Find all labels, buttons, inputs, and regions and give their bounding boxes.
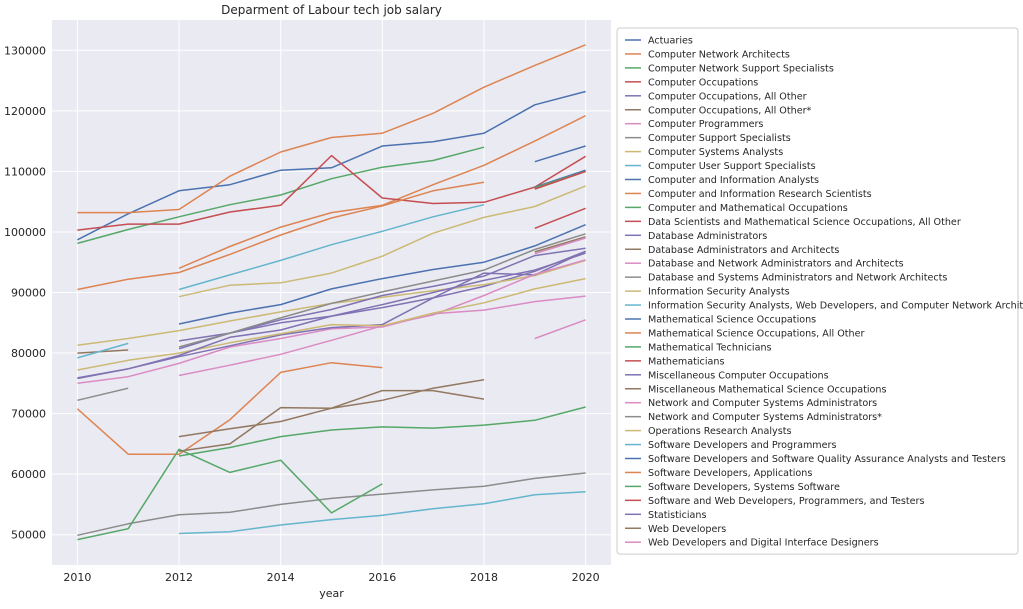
series-line (534, 236, 586, 253)
chart-title: Deparment of Labour tech job salary (221, 3, 442, 17)
series-line (77, 44, 586, 214)
axes: 50000 60000 70000 80000 90000 100000 110000 120… (4, 44, 600, 584)
y-tick-label: 80000 (11, 347, 46, 360)
gridlines (52, 20, 611, 565)
legend-entry: Computer Network Architects (648, 49, 790, 60)
series-line (77, 349, 129, 354)
legend-entry: Computer User Support Specialists (648, 161, 816, 172)
series-line (178, 185, 586, 298)
x-tick-label: 2018 (470, 571, 498, 584)
series-line (77, 342, 129, 359)
x-tick-label: 2014 (267, 571, 295, 584)
legend-entry: Software Developers, Systems Software (648, 482, 840, 493)
legend-entry: Computer and Information Research Scient… (648, 189, 872, 200)
series-line (77, 277, 586, 371)
legend-entry: Computer Occupations, All Other* (648, 105, 812, 116)
legend: Actuaries Computer Network Architects Comp… (616, 27, 1023, 555)
series-line (178, 250, 586, 342)
series-line (77, 448, 383, 541)
legend-entry: Computer Occupations, All Other (648, 91, 807, 102)
series-line (77, 146, 485, 245)
legend-entry: Software and Web Developers, Programmers… (648, 496, 924, 507)
x-axis-label: year (319, 587, 344, 600)
y-tick-label: 110000 (4, 165, 46, 178)
series-line (534, 319, 586, 340)
y-tick-label: 50000 (11, 529, 46, 542)
series-line (77, 472, 586, 537)
legend-entry: Computer Systems Analysts (648, 147, 783, 158)
series-line (77, 154, 586, 231)
legend-entry: Network and Computer Systems Administrat… (648, 412, 882, 423)
legend-entry: Web Developers and Digital Interface Des… (648, 538, 879, 549)
series-line (178, 389, 485, 452)
x-tick-label: 2016 (368, 571, 396, 584)
legend-box (616, 27, 1019, 555)
legend-entry: Miscellaneous Computer Occupations (648, 370, 829, 381)
x-tick-label: 2020 (572, 571, 600, 584)
series-line (534, 207, 586, 229)
legend-entry: Mathematical Science Occupations, All Ot… (648, 328, 865, 339)
legend-entry: Operations Research Analysts (648, 426, 791, 437)
series-line (77, 387, 129, 402)
x-tick-label: 2010 (63, 571, 91, 584)
legend-entry: Software Developers and Software Quality… (648, 454, 1006, 465)
legend-entry: Network and Computer Systems Administrat… (648, 398, 877, 409)
legend-entry: Database Administrators and Architects (648, 245, 839, 256)
legend-entry: Statisticians (648, 510, 706, 521)
legend-entry: Software Developers and Programmers (648, 440, 837, 451)
series-line (178, 490, 586, 535)
legend-entry: Computer Network Support Specialists (648, 63, 834, 74)
legend-entry: Actuaries (648, 36, 693, 47)
legend-entry: Computer Occupations (648, 77, 758, 88)
series-line (77, 252, 586, 380)
series-line (76, 361, 383, 455)
series-line (77, 250, 586, 379)
series-line (178, 203, 485, 291)
legend-entry: Software Developers, Applications (648, 468, 812, 479)
series-line (178, 224, 586, 325)
legend-entry: Database Administrators (648, 231, 767, 242)
series-line (178, 406, 586, 457)
y-tick-label: 120000 (4, 105, 46, 118)
legend-entry: Mathematical Science Occupations (648, 315, 816, 326)
legend-entry: Miscellaneous Mathematical Science Occup… (648, 384, 887, 395)
legend-entry: Data Scientists and Mathematical Science… (648, 217, 961, 228)
legend-entry: Computer and Information Analysts (648, 175, 819, 186)
legend-entry: Information Security Analysts (648, 287, 790, 298)
legend-entry: Database and Network Administrators and … (648, 259, 904, 270)
legend-entry: Information Security Analysts, Web Devel… (648, 301, 1023, 312)
series-lines (76, 44, 586, 541)
series-line (178, 233, 586, 348)
y-tick-label: 90000 (11, 287, 46, 300)
series-line (77, 181, 485, 291)
series-line (77, 295, 586, 385)
series-line (534, 237, 586, 255)
legend-entry: Mathematicians (648, 356, 724, 367)
y-tick-label: 70000 (11, 408, 46, 421)
series-line (77, 90, 586, 241)
legend-entry: Computer Support Specialists (648, 133, 791, 144)
y-tick-label: 130000 (4, 44, 46, 57)
y-tick-label: 60000 (11, 468, 46, 481)
series-line (534, 170, 586, 190)
y-tick-label: 100000 (4, 226, 46, 239)
series-line (534, 145, 586, 163)
legend-entry: Mathematical Technicians (648, 342, 772, 353)
legend-entry: Computer Programmers (648, 119, 763, 130)
legend-entry: Web Developers (648, 524, 726, 535)
x-tick-label: 2012 (165, 571, 193, 584)
legend-entry: Computer and Mathematical Occupations (648, 203, 848, 214)
legend-entry: Database and Systems Administrators and … (648, 273, 947, 284)
